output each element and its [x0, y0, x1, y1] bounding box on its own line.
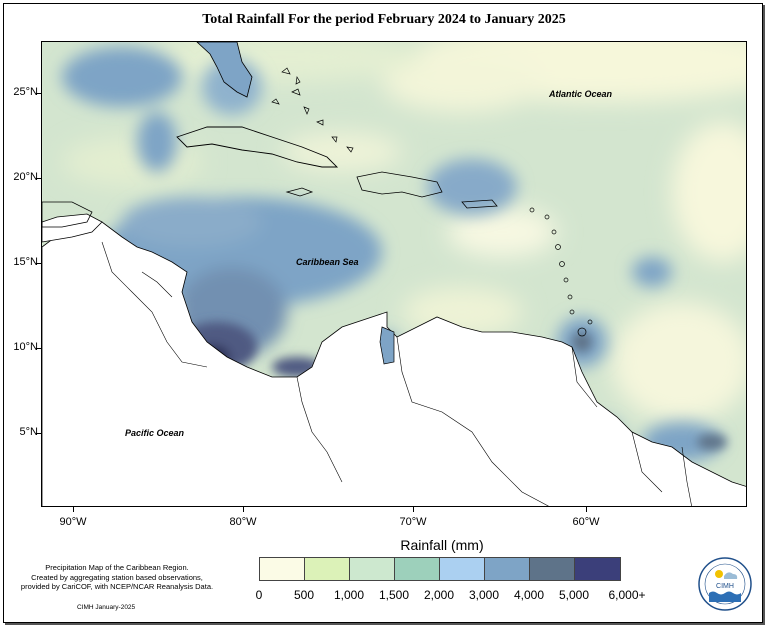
legend-tick-label-2: 1,000: [333, 588, 365, 602]
legend-title: Rainfall (mm): [400, 537, 484, 553]
lon-tick-70w: [413, 507, 414, 512]
lat-label-5n: 5°N: [19, 426, 38, 438]
legend-colorbar: [259, 557, 621, 581]
logo-text: CIMH: [716, 583, 734, 590]
legend-tick-label-3: 1,500: [378, 588, 410, 602]
legend-swatch-6: [530, 558, 575, 580]
map-title: Total Rainfall For the period February 2…: [202, 12, 566, 27]
wave-icon: [709, 591, 741, 602]
credit-line-2: Created by aggregating station based obs…: [31, 572, 203, 582]
issue-stamp: CIMH January-2025: [77, 604, 136, 611]
figure-frame: [3, 3, 763, 623]
legend-tick-label-7: 5,000: [558, 588, 590, 602]
lat-tick-10n: [36, 348, 41, 349]
legend-swatch-0: [260, 558, 305, 580]
credit-line-3: provided by CariCOF, with NCEP/NCAR Rean…: [20, 582, 214, 591]
country-borders: [101, 241, 692, 506]
lon-label-80w: 80°W: [229, 516, 257, 528]
map-canvas: [42, 42, 746, 506]
lon-label-70w: 70°W: [399, 516, 427, 528]
cimh-logo: CIMH: [697, 556, 753, 617]
lat-tick-25n: [36, 93, 41, 94]
legend-swatch-2: [350, 558, 395, 580]
legend-swatch-4: [440, 558, 485, 580]
lon-tick-60w: [586, 507, 587, 512]
legend-swatch-5: [485, 558, 530, 580]
lat-tick-15n: [36, 263, 41, 264]
lon-label-90w: 90°W: [59, 516, 87, 528]
lat-label-25n: 25°N: [13, 86, 38, 98]
lon-label-60w: 60°W: [572, 516, 600, 528]
rainfall-map: [41, 41, 747, 507]
sun-icon: [715, 570, 723, 578]
lat-label-20n: 20°N: [13, 171, 38, 183]
legend-tick-label-8: 6,000+: [608, 588, 646, 602]
florida: [196, 42, 253, 98]
credit-line-1: Precipitation Map of the Caribbean Regio…: [45, 563, 189, 572]
legend-tick-label-4: 2,000: [423, 588, 455, 602]
caribbean-sea-label: Caribbean Sea: [296, 257, 359, 267]
jamaica: [285, 187, 314, 197]
legend-swatch-3: [395, 558, 440, 580]
legend-swatch-1: [305, 558, 350, 580]
legend-tick-label-1: 500: [293, 588, 315, 602]
legend-tick-label-5: 3,000: [468, 588, 500, 602]
legend-tick-label-0: 0: [255, 588, 263, 602]
bahamas: [271, 67, 354, 153]
atlantic-ocean-label: Atlantic Ocean: [549, 89, 613, 99]
lon-tick-80w: [243, 507, 244, 512]
lat-tick-5n: [36, 433, 41, 434]
lake-maracaibo: [379, 326, 395, 365]
cloud-icon: [724, 572, 738, 579]
hispaniola: [356, 171, 443, 198]
lat-label-10n: 10°N: [13, 341, 38, 353]
rainfall-field-light: [62, 42, 746, 422]
puerto-rico: [461, 199, 498, 209]
map-credit: Precipitation Map of the Caribbean Regio…: [12, 563, 222, 592]
pacific-ocean-label: Pacific Ocean: [125, 428, 185, 438]
lesser-antilles: [529, 207, 593, 337]
legend-swatch-7: [575, 558, 620, 580]
legend-tick-label-6: 4,000: [513, 588, 545, 602]
lon-tick-90w: [73, 507, 74, 512]
lat-tick-20n: [36, 178, 41, 179]
cuba: [176, 126, 339, 168]
lat-label-15n: 15°N: [13, 256, 38, 268]
